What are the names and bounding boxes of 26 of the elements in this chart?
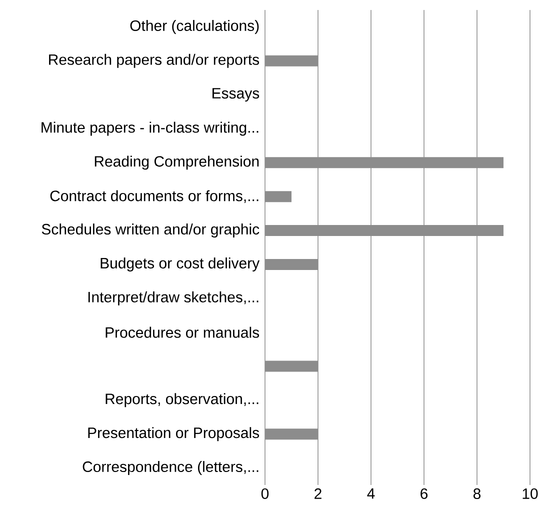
- x-tick-label: 4: [367, 488, 375, 499]
- x-tick-label: 2: [314, 488, 322, 499]
- bar: [265, 157, 504, 168]
- y-tick-label: Contract documents or forms,...: [50, 190, 258, 203]
- y-tick-label: Other (calculations): [130, 20, 259, 34]
- bar: [265, 191, 292, 202]
- bar: [265, 225, 504, 236]
- bar: [265, 258, 318, 270]
- y-tick-label: Schedules written and/or graphic: [42, 224, 260, 238]
- y-tick-label: Research papers and/or reports: [49, 54, 260, 68]
- y-tick-label: Presentation or Proposals: [88, 427, 260, 442]
- y-tick-label: Reading Comprehension: [94, 156, 259, 170]
- bar: [265, 428, 318, 440]
- bar: [265, 360, 318, 372]
- y-tick-label: Procedures or manuals: [106, 326, 260, 338]
- bar: [265, 55, 318, 66]
- y-tick-label: Essays: [212, 88, 260, 102]
- y-tick-label: Interpret/draw sketches,...: [88, 291, 258, 306]
- x-tick-label: 10: [522, 488, 538, 499]
- y-tick-label: Minute papers - in-class writing...: [42, 122, 258, 136]
- y-tick-label: Correspondence (letters,...: [82, 461, 258, 476]
- x-tick-label: 0: [261, 488, 269, 499]
- x-tick-label: 6: [420, 488, 428, 499]
- y-tick-label: Budgets or cost delivery: [100, 257, 260, 272]
- y-tick-label: Reports, observation,...: [106, 393, 258, 408]
- x-tick-label: 8: [473, 488, 481, 499]
